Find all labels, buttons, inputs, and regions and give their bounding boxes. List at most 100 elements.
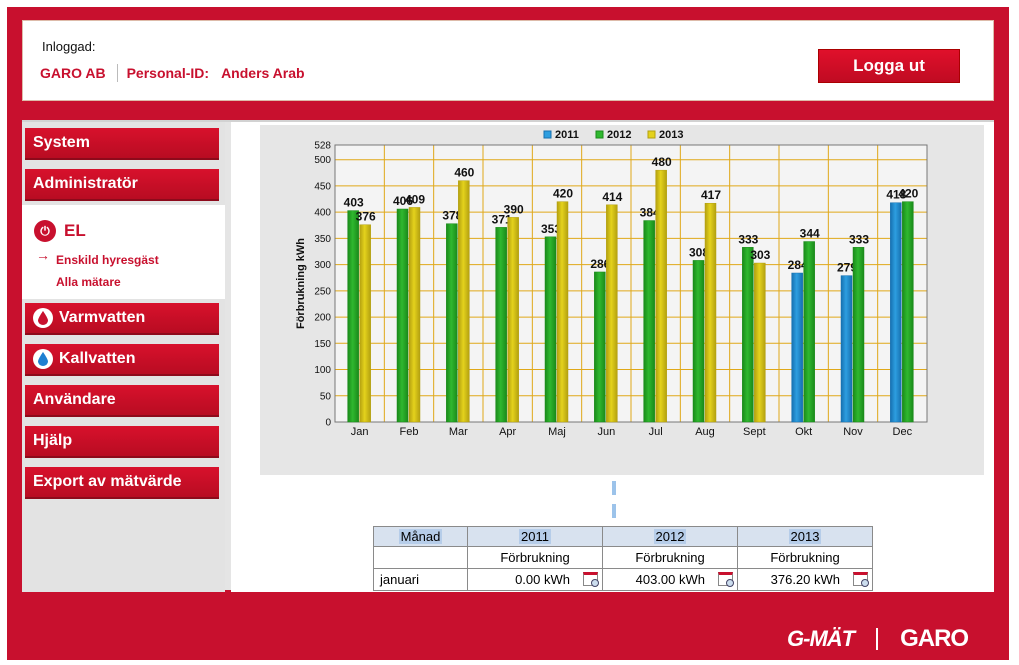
bar-2013-feb (408, 207, 421, 423)
sidebar-item-varmvatten[interactable]: Varmvatten (25, 303, 219, 335)
x-tick-label: Maj (548, 426, 566, 438)
data-label: 279 (837, 261, 857, 275)
cold-water-drop-icon (33, 349, 53, 369)
sidebar-item-anvandare[interactable]: Användare (25, 385, 219, 417)
logo-divider (876, 628, 879, 650)
legend-swatch-2013 (647, 130, 656, 139)
data-label: 420 (553, 187, 573, 201)
sidebar-item-label: Hjälp (33, 432, 73, 449)
divider (116, 64, 118, 82)
sidebar-item-export[interactable]: Export av mätvärde (25, 467, 219, 499)
header: Inloggad: GARO AB Personal-ID: Anders Ar… (22, 20, 994, 101)
main-panel: 0 50 100 150 200 250 300 350 400 450 500 528 403 376 J… (231, 122, 994, 592)
year-header-2012[interactable]: 2012 (602, 526, 738, 547)
bar-2011-dec (890, 202, 902, 423)
year-header-2011[interactable]: 2011 (467, 526, 603, 547)
sidebar-item-label: Kallvatten (59, 350, 136, 367)
footer-logos: G-MÄT GARO (787, 625, 969, 653)
y-tick-label: 350 (314, 234, 331, 245)
x-tick-label: Mar (449, 426, 468, 438)
x-tick-label: Apr (499, 426, 516, 438)
legend-swatch-2011 (543, 130, 552, 139)
bar-2013-jan (359, 224, 371, 423)
sidebar-item-label: System (33, 134, 90, 151)
data-label: 384 (640, 206, 660, 220)
user-info: GARO AB Personal-ID: Anders Arab (40, 64, 305, 82)
calendar-icon[interactable] (853, 572, 869, 587)
data-label: 286 (590, 257, 610, 271)
y-tick-label: 200 (314, 313, 331, 324)
value-cell: 376.20 kWh (737, 568, 873, 591)
data-label: 378 (442, 209, 462, 223)
y-tick-label: 50 (320, 391, 332, 402)
sidebar-item-label: Administratör (33, 175, 138, 192)
legend-swatch-2012 (595, 130, 604, 139)
sidebar: System Administratör ⏻ EL Enskild hyresg… (22, 122, 225, 592)
data-label: 390 (504, 202, 524, 216)
x-tick-label: Sept (743, 426, 766, 438)
data-label: 420 (898, 187, 918, 201)
splitter-handle (612, 481, 616, 495)
data-label: 409 (405, 192, 425, 206)
y-axis-label: Förbrukning kWh (295, 238, 307, 329)
data-label: 414 (602, 190, 622, 204)
bar-2012-feb (396, 208, 409, 423)
splitter-handle (612, 504, 616, 518)
bar-2011-nov (840, 275, 853, 423)
data-label: 406 (393, 194, 413, 208)
bar-2013-sept (754, 262, 766, 423)
bar-2013-apr (507, 217, 519, 423)
sidebar-item-administrator[interactable]: Administratör (25, 169, 219, 201)
sidebar-link-alla-matare[interactable]: Alla mätare (56, 275, 121, 289)
bar-2013-jun (606, 204, 618, 423)
calendar-icon[interactable] (718, 572, 734, 587)
sidebar-item-kallvatten[interactable]: Kallvatten (25, 344, 219, 376)
data-label: 418 (886, 188, 906, 202)
y-tick-label: 150 (314, 339, 331, 350)
data-label: 344 (800, 227, 820, 241)
table-header-row: Månad 2011 2012 2013 (373, 526, 873, 547)
x-tick-label: Nov (843, 426, 863, 438)
x-tick-label: Aug (695, 426, 715, 438)
sidebar-item-system[interactable]: System (25, 128, 219, 160)
data-label: 303 (750, 248, 770, 262)
y-tick-label: 528 (314, 141, 331, 152)
data-label: 308 (689, 245, 709, 259)
logout-button[interactable]: Logga ut (818, 49, 960, 83)
sidebar-link-enskild-hyresgast[interactable]: Enskild hyresgäst (56, 253, 159, 267)
hot-water-drop-icon (33, 308, 53, 328)
bar-2012-nov (852, 247, 865, 423)
x-tick-label: Okt (795, 426, 812, 438)
table-subheader-row: Förbrukning Förbrukning Förbrukning (373, 546, 873, 569)
sub-label: Förbrukning (602, 546, 738, 569)
bar-2012-dec (902, 201, 914, 423)
bar-2012-jul (643, 220, 655, 423)
data-label: 417 (701, 188, 721, 202)
personal-id-label: Personal-ID: (126, 65, 210, 81)
month-cell: januari (373, 568, 468, 591)
x-tick-label: Jul (649, 426, 663, 438)
arrow-right-icon: → (36, 247, 50, 263)
bar-2013-mar (458, 180, 470, 423)
app-frame: Inloggad: GARO AB Personal-ID: Anders Ar… (7, 7, 1009, 660)
data-label: 333 (849, 232, 869, 246)
y-tick-label: 300 (314, 260, 331, 271)
bar-2012-okt (803, 241, 815, 423)
bar-2011-okt (791, 272, 803, 423)
el-title[interactable]: ⏻ EL (34, 220, 86, 242)
bar-2012-sept (742, 247, 754, 423)
calendar-icon[interactable] (583, 572, 599, 587)
bar-2012-mar (446, 223, 458, 423)
el-section: ⏻ EL Enskild hyresgäst Alla mätare (22, 205, 225, 299)
data-label: 353 (541, 222, 561, 236)
sidebar-item-label: Export av mätvärde (33, 473, 182, 490)
sidebar-item-hjalp[interactable]: Hjälp (25, 426, 219, 458)
month-header[interactable]: Månad (373, 526, 468, 547)
legend-label-2011: 2011 (555, 129, 579, 141)
bar-2012-maj (544, 236, 557, 423)
logged-in-label: Inloggad: (42, 39, 96, 54)
year-header-2013[interactable]: 2013 (737, 526, 873, 547)
data-label: 333 (738, 232, 758, 246)
y-tick-label: 100 (314, 365, 331, 376)
